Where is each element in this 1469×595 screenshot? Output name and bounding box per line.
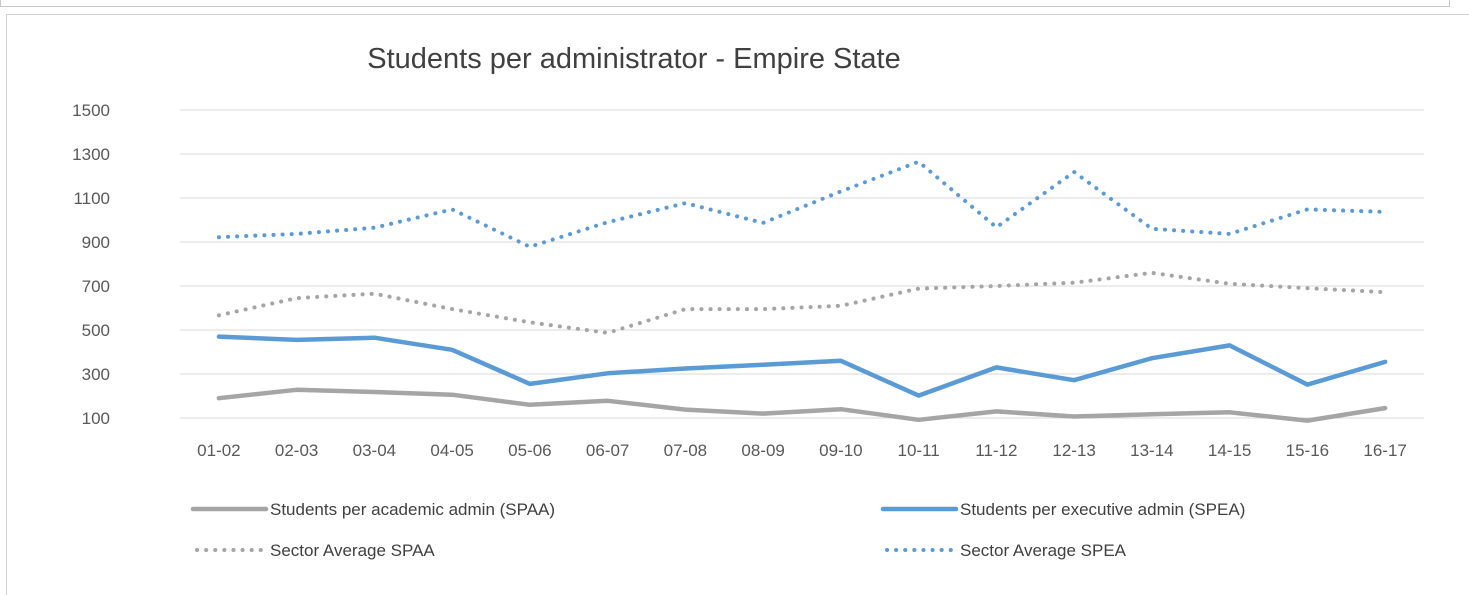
legend: Students per academic admin (SPAA) Studen… <box>190 500 1245 560</box>
series-line-1 <box>216 387 1388 423</box>
legend-label: Sector Average SPAA <box>270 541 435 560</box>
x-tick-label: 14-15 <box>1208 441 1251 460</box>
x-tick-label: 05-06 <box>508 441 551 460</box>
y-tick-label: 1500 <box>72 101 110 120</box>
chart-frame <box>6 14 1469 595</box>
x-tick-label: 04-05 <box>430 441 473 460</box>
x-tick-label: 01-02 <box>197 441 240 460</box>
series-line-4 <box>216 159 1388 249</box>
legend-item-2: Students per executive admin (SPEA) <box>880 500 1245 519</box>
gridlines <box>180 109 1424 419</box>
legend-label: Sector Average SPEA <box>960 541 1127 560</box>
y-tick-label: 900 <box>82 233 110 252</box>
x-tick-label: 12-13 <box>1052 441 1095 460</box>
y-tick-label: 1100 <box>73 189 110 208</box>
x-tick-label: 09-10 <box>819 441 862 460</box>
y-tick-label: 700 <box>82 277 110 296</box>
x-tick-label: 06-07 <box>586 441 629 460</box>
series-line-2 <box>216 334 1388 398</box>
line-chart: Students per administrator - Empire Stat… <box>72 43 1424 560</box>
y-tick-label: 300 <box>82 365 110 384</box>
x-tick-label: 15-16 <box>1286 441 1329 460</box>
series-lines <box>216 159 1388 423</box>
x-tick-label: 16-17 <box>1363 441 1406 460</box>
x-tick-label: 08-09 <box>741 441 784 460</box>
x-tick-label: 03-04 <box>353 441 396 460</box>
series-line-3 <box>216 270 1388 335</box>
legend-item-4: Sector Average SPEA <box>885 541 1127 560</box>
chart-title: Students per administrator - Empire Stat… <box>367 43 901 75</box>
y-axis-tick-labels: 100 300 500 700 900 1100 1300 1500 <box>72 101 110 428</box>
y-tick-label: 1300 <box>72 145 110 164</box>
legend-item-1: Students per academic admin (SPAA) <box>190 500 555 519</box>
x-axis-tick-labels: 01-02 02-03 03-04 04-05 05-06 06-07 07-08 08-09… <box>197 441 1407 460</box>
y-tick-label: 500 <box>82 321 110 340</box>
top-border-strip <box>0 0 1450 7</box>
legend-label: Students per executive admin (SPEA) <box>960 500 1245 519</box>
x-tick-label: 13-14 <box>1130 441 1173 460</box>
x-tick-label: 10-11 <box>898 441 940 460</box>
x-tick-label: 11-12 <box>975 441 1017 460</box>
x-tick-label: 07-08 <box>664 441 707 460</box>
legend-item-3: Sector Average SPAA <box>195 541 435 560</box>
x-tick-label: 02-03 <box>275 441 318 460</box>
y-tick-label: 100 <box>82 409 110 428</box>
legend-label: Students per academic admin (SPAA) <box>270 500 555 519</box>
